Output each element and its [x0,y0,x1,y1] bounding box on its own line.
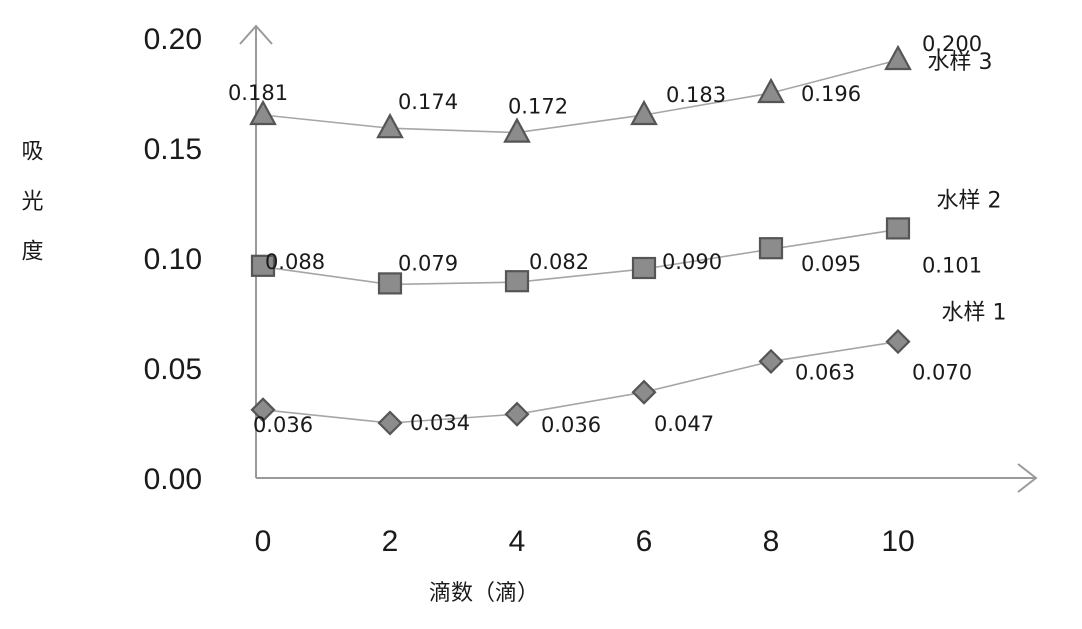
data-point-square [504,270,530,293]
data-point-triangle [630,99,658,126]
x-tick-label: 8 [763,525,780,558]
data-point-triangle [757,77,785,104]
y-tick-labels: 0.00 0.05 0.10 0.15 0.20 [144,23,202,496]
data-point-diamond [631,379,657,405]
x-tick-label: 2 [382,525,399,558]
data-label: 0.172 [508,95,568,119]
data-label: 0.174 [398,90,458,114]
x-axis-title: 滴数（滴） [429,581,539,606]
data-label: 0.101 [922,253,982,277]
data-point-square [885,217,911,240]
axes [239,24,1038,493]
data-label: 0.034 [410,411,470,435]
data-label: 0.088 [265,250,325,274]
data-point-square [631,256,657,280]
series-line [262,340,899,424]
data-point-diamond [504,401,530,427]
data-point-triangle [884,44,912,71]
series-line [262,228,899,286]
y-tick-label: 0.15 [144,133,202,166]
data-point-diamond [250,397,276,423]
data-label: 0.047 [654,412,714,436]
y-tick-label: 0.10 [144,243,202,276]
data-point-triangle [249,99,277,126]
data-label: 0.036 [253,413,313,437]
data-label: 0.196 [801,82,861,106]
data-point-square [758,237,784,260]
data-label: 0.095 [801,252,861,276]
x-tick-label: 10 [881,525,914,558]
data-point-square [377,272,403,295]
data-point-triangle [503,117,531,143]
data-point-diamond [758,348,784,374]
data-label: 0.063 [795,360,855,384]
y-axis-arrow [239,24,273,45]
data-label: 0.200 [922,32,982,56]
data-label: 0.082 [529,250,589,274]
series-line [262,59,899,134]
x-tick-label: 4 [509,525,526,558]
data-label: 0.183 [666,83,726,107]
series-name-label: 水样 1 [942,301,1007,326]
data-point-diamond [885,329,911,355]
y-tick-label: 0.00 [144,463,202,496]
x-tick-label: 6 [636,525,653,558]
data-label: 0.079 [398,251,458,275]
y-axis-title: 吸光度 [18,139,44,289]
x-axis-arrow [1017,463,1038,493]
data-point-triangle [376,112,404,139]
data-label: 0.181 [228,81,288,105]
series-2: 0.088 0.079 0.082 0.090 0.095 0.101 水样 2 [250,188,1002,295]
data-label: 0.090 [662,250,722,274]
series-name-label: 水样 2 [937,188,1002,213]
x-tick-labels: 0 2 4 6 8 10 [255,525,915,558]
data-label: 0.036 [541,413,601,437]
data-label: 0.070 [912,361,972,385]
y-tick-label: 0.05 [144,353,202,386]
x-tick-label: 0 [255,525,272,558]
data-point-diamond [377,410,403,436]
series-1: 0.036 0.034 0.036 0.047 0.063 0.070 水样 1 [250,301,1007,437]
y-tick-label: 0.20 [144,23,202,56]
series-name-label: 水样 3 [928,50,993,75]
data-point-square [250,254,276,277]
